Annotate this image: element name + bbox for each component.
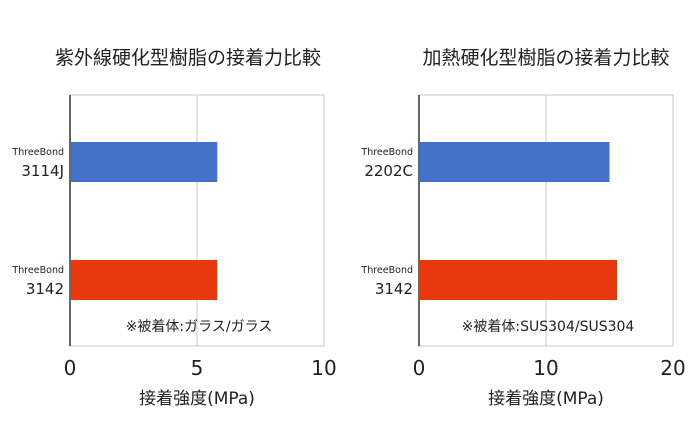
x-axis-label: 接着強度(MPa) [139, 389, 255, 409]
category-brand-label: ThreeBond [11, 147, 64, 158]
category-code-label: 2202C [364, 162, 413, 180]
category-brand-label: ThreeBond [360, 147, 413, 158]
category-code-label: 3142 [26, 280, 64, 298]
category-code-label: 3142 [375, 280, 413, 298]
category-brand-label: ThreeBond [11, 265, 64, 276]
category-code-label: 3114J [21, 162, 64, 180]
bar [420, 260, 618, 300]
x-tick-label: 0 [64, 356, 77, 380]
category-brand-label: ThreeBond [360, 265, 413, 276]
bar [71, 142, 218, 182]
bar [420, 142, 610, 182]
chart-title: 加熱硬化型樹脂の接着力比較 [422, 47, 669, 69]
chart-title: 紫外線硬化型樹脂の接着力比較 [55, 47, 321, 69]
substrate-annotation: ※被着体:SUS304/SUS304 [462, 319, 635, 335]
x-tick-label: 5 [191, 356, 204, 380]
substrate-annotation: ※被着体:ガラス/ガラス [126, 319, 273, 335]
x-axis-label: 接着強度(MPa) [488, 389, 604, 409]
x-tick-label: 20 [660, 356, 685, 380]
x-tick-label: 0 [413, 356, 426, 380]
x-tick-label: 10 [533, 356, 558, 380]
bar [71, 260, 218, 300]
x-tick-label: 10 [311, 356, 336, 380]
